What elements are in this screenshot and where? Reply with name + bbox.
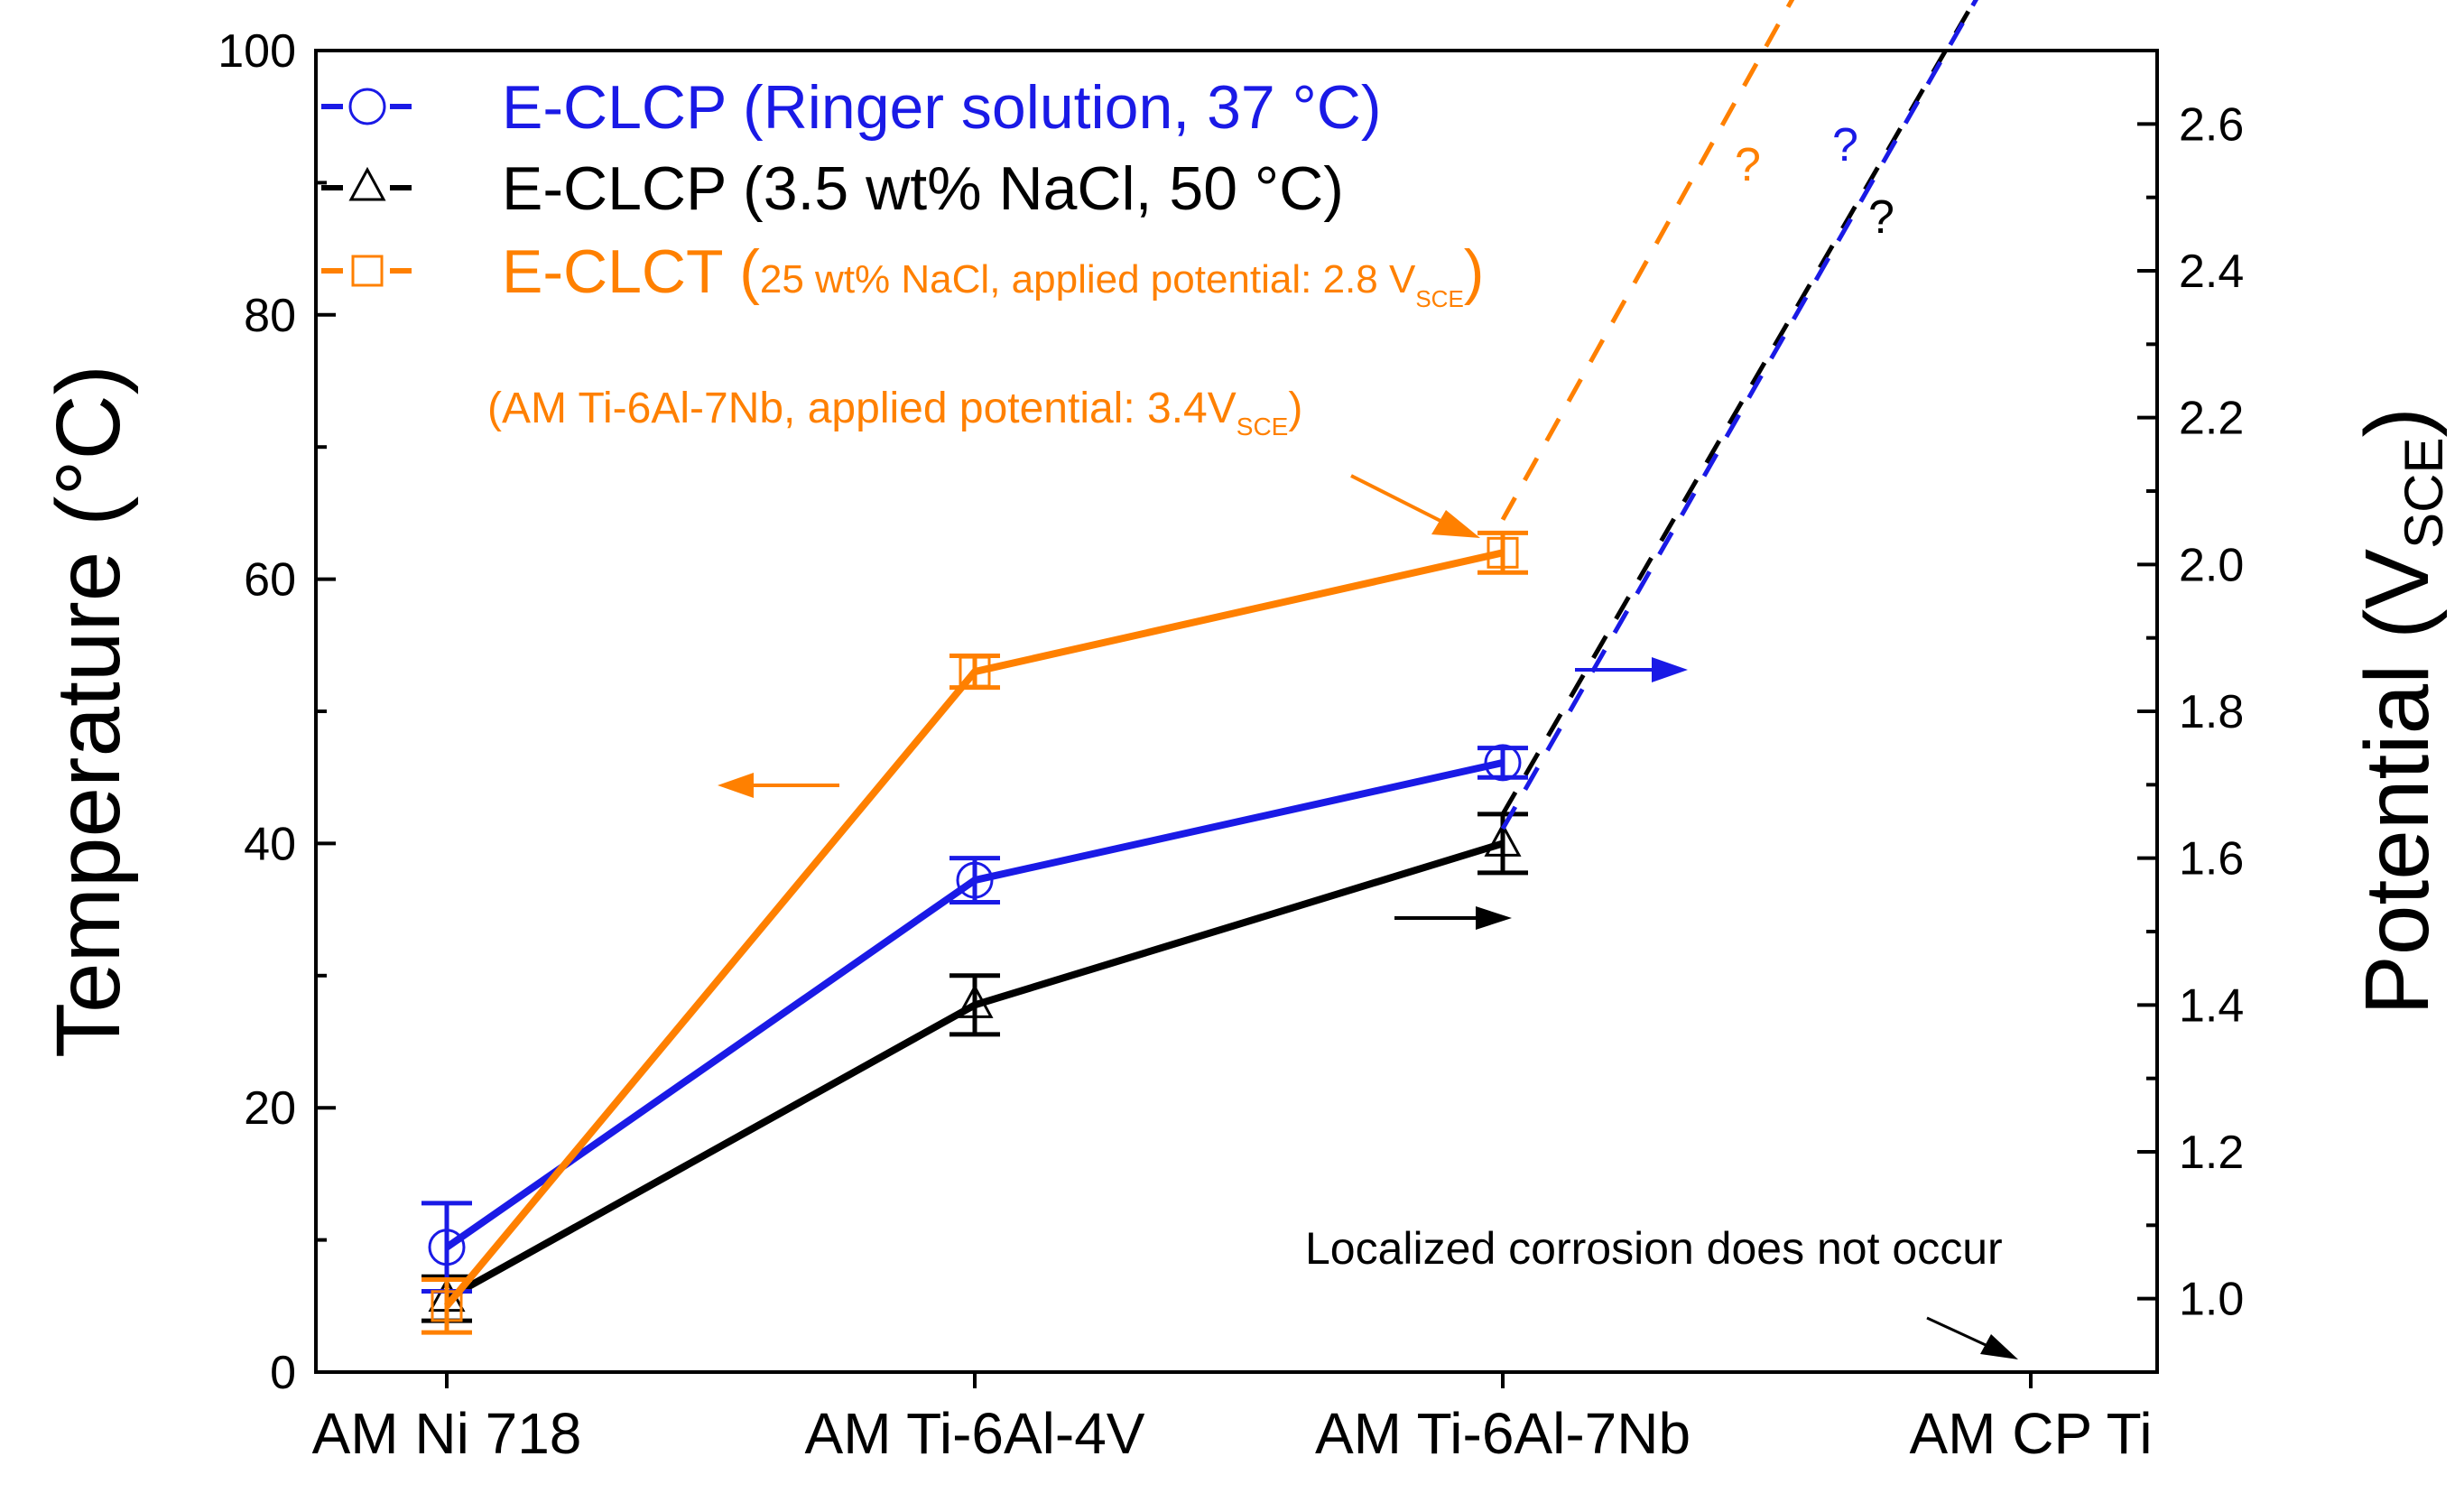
labels-group: Temperature (°C) Potential (VSCE)??? E-CLC… [38, 73, 2454, 1359]
right-axis-tick-label: 2.0 [2179, 539, 2244, 591]
x-axis-category-label: AM CP Ti [1909, 1401, 2152, 1466]
series-group [421, 0, 1978, 1335]
legend-entry-label: E-CLCP (3.5 wt% NaCl, 50 °C) [502, 154, 1344, 223]
x-axis-category-label: AM Ti-6Al-4V [805, 1401, 1145, 1466]
data-point-triangle [956, 984, 994, 1018]
right-axis-tick-label: 1.4 [2179, 979, 2244, 1032]
data-point-circle [428, 1229, 466, 1266]
legend-swatch-gap [354, 88, 381, 125]
extrapolation-question-mark: ? [1832, 119, 1858, 172]
left-axis-tick-label: 20 [244, 1082, 296, 1135]
right-axis-tick-label: 2.6 [2179, 98, 2244, 151]
data-point-square [959, 655, 991, 688]
right-axis-tick-label: 2.4 [2179, 246, 2244, 298]
right-axis-tick-label: 1.6 [2179, 833, 2244, 886]
axes-group: 0 20 40 60 80 100 1.0 1.2 1.4 1.6 1.8 2.0 2.2 2.4 2.6 A… [218, 25, 2244, 1466]
right-axis-title: Potential (VSCE) [2347, 407, 2454, 1016]
series-extrapolation-dashed [1500, 0, 1795, 521]
data-point-square [351, 255, 384, 287]
right-axis-tick-label: 1.0 [2179, 1274, 2244, 1326]
right-axis-arrow-black-head [1476, 906, 1512, 930]
extrapolation-question-mark: ? [1735, 139, 1761, 191]
left-axis-title: Temperature (°C) [38, 365, 139, 1058]
right-axis-arrow-blue-head [1652, 657, 1688, 682]
left-axis-tick-label: 100 [218, 25, 296, 78]
right-axis-tick-label: 1.8 [2179, 686, 2244, 738]
annotation-no-corrosion-arrow-head [1980, 1334, 2018, 1359]
series-square [421, 0, 1795, 1335]
left-axis-tick-label: 40 [244, 818, 296, 870]
data-point-circle [1484, 744, 1522, 782]
left-axis-arrow-head [718, 773, 754, 798]
data-point-triangle [1484, 822, 1522, 857]
legend-entry-label: E-CLCT (25 wt% NaCl, applied potential: … [502, 237, 1484, 312]
right-axis-tick-label: 2.2 [2179, 393, 2244, 445]
series-extrapolation-dashed [1500, 0, 1978, 816]
annotation-arrow-head [1431, 510, 1480, 538]
series-circle [421, 0, 1978, 1294]
x-axis-category-label: AM Ni 718 [312, 1401, 582, 1466]
data-point-triangle [348, 166, 386, 201]
annotation-arrow-line [1350, 474, 1443, 524]
x-axis-category-label: AM Ti-6Al-7Nb [1315, 1401, 1691, 1466]
left-axis-tick-label: 0 [270, 1347, 296, 1399]
annotation-nb-note: (AM Ti-6Al-7Nb, applied potential: 3.4VS… [487, 385, 1302, 441]
right-axis-tick-label: 1.2 [2179, 1127, 2244, 1179]
data-point-square [431, 1290, 463, 1322]
legend: E-CLCP (Ringer solution, 37 °C) E-CLCP (3… [321, 73, 1484, 312]
annotation-no-corrosion-arrow-line [1926, 1316, 1987, 1347]
data-point-square [1487, 536, 1519, 569]
left-axis-tick-label: 80 [244, 290, 296, 342]
legend-swatch-gap [354, 253, 381, 289]
data-point-circle [956, 861, 994, 899]
left-axis-tick-label: 60 [244, 554, 296, 607]
extrapolation-question-mark: ? [1868, 191, 1894, 244]
series-extrapolation-dashed [1500, 0, 1978, 830]
data-point-circle [348, 88, 386, 125]
legend-entry-label: E-CLCP (Ringer solution, 37 °C) [502, 73, 1382, 142]
annotation-no-corrosion: Localized corrosion does not occur [1305, 1223, 2003, 1274]
